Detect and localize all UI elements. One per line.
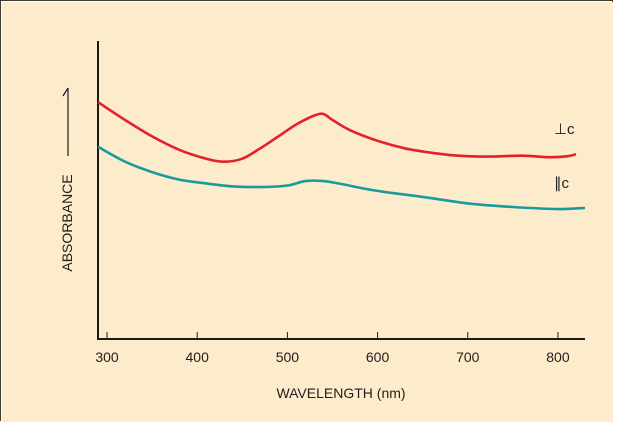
series-label-parallel-c: ∥c <box>554 175 570 192</box>
increasing-arrow-icon <box>62 87 69 156</box>
series-layer: ⊥c ∥c <box>97 101 586 211</box>
x-tick-label: 500 <box>276 349 300 365</box>
series-line-perpendicular-c <box>97 101 577 163</box>
x-tick-label: 300 <box>95 349 119 365</box>
absorbance-chart: 300 400 500 600 700 800 ⊥c∥c WAVELENGTH (nm) … <box>2 2 613 422</box>
y-axis-label: ABSORBANCE <box>59 174 75 271</box>
chart-background <box>2 2 613 422</box>
x-axis-label: WAVELENGTH (nm) <box>276 385 405 401</box>
x-tick-label: 700 <box>456 349 480 365</box>
x-ticks <box>106 332 559 339</box>
series-label-perpendicular-c: ⊥c <box>554 121 575 138</box>
x-tick-label: 400 <box>186 349 210 365</box>
x-tick-label: 800 <box>546 349 570 365</box>
x-tick-label: 600 <box>366 349 390 365</box>
series-line-parallel-c <box>97 145 586 211</box>
x-tick-labels: 300 400 500 600 700 800 <box>95 349 569 365</box>
